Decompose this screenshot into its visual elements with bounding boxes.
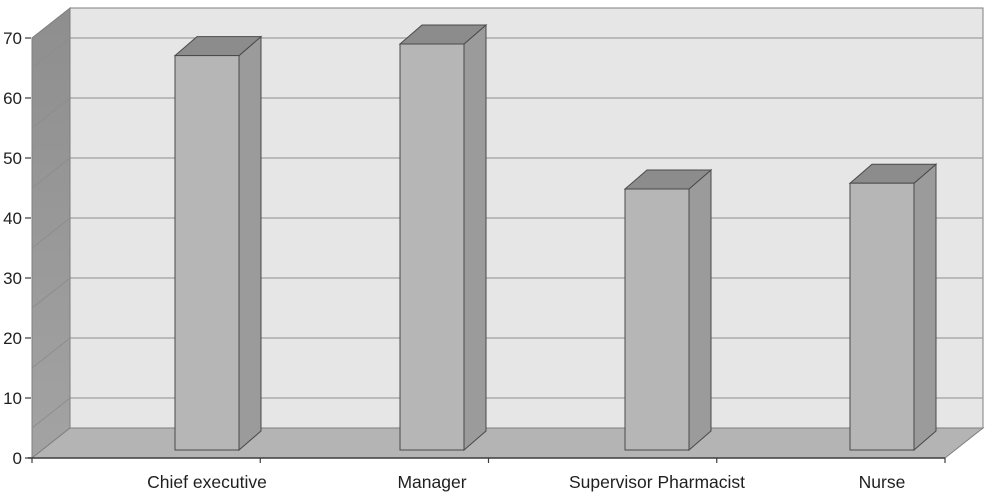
bar-side-face (238, 35, 262, 452)
category-label-1: Chief executive (147, 472, 267, 492)
y-tick-label-30: 30 (3, 269, 22, 288)
bar-front-face (849, 182, 915, 451)
y-tick-label-40: 40 (3, 209, 22, 228)
left-wall-gridline-10 (31, 397, 71, 429)
left-wall-gridline-50 (31, 157, 71, 189)
bar-1 (173, 35, 263, 452)
bar-2 (398, 23, 488, 452)
category-label-2: Manager (397, 472, 466, 492)
y-tick-label-10: 10 (3, 389, 22, 408)
y-tick-label-0: 0 (13, 449, 22, 468)
left-wall-gridline-30 (31, 277, 71, 309)
category-label-4: Nurse (859, 472, 906, 492)
bar-4 (848, 163, 938, 452)
y-tick-label-70: 70 (3, 29, 22, 48)
left-wall-gridline-40 (31, 217, 71, 249)
category-label-3: Supervisor Pharmacist (569, 472, 745, 492)
bar-side-face (688, 168, 712, 452)
y-tick-label-20: 20 (3, 329, 22, 348)
bar-3 (623, 168, 713, 452)
bar-front-face (624, 188, 690, 451)
left-wall-gridline-70 (31, 37, 71, 69)
left-wall-gridline-20 (31, 337, 71, 369)
y-tick-label-50: 50 (3, 149, 22, 168)
bar-side-face (463, 23, 487, 452)
bar-front-face (174, 55, 240, 451)
y-tick-label-60: 60 (3, 89, 22, 108)
bar-side-face (913, 163, 937, 452)
left-wall-gridline-60 (31, 97, 71, 129)
bar-front-face (399, 43, 465, 451)
